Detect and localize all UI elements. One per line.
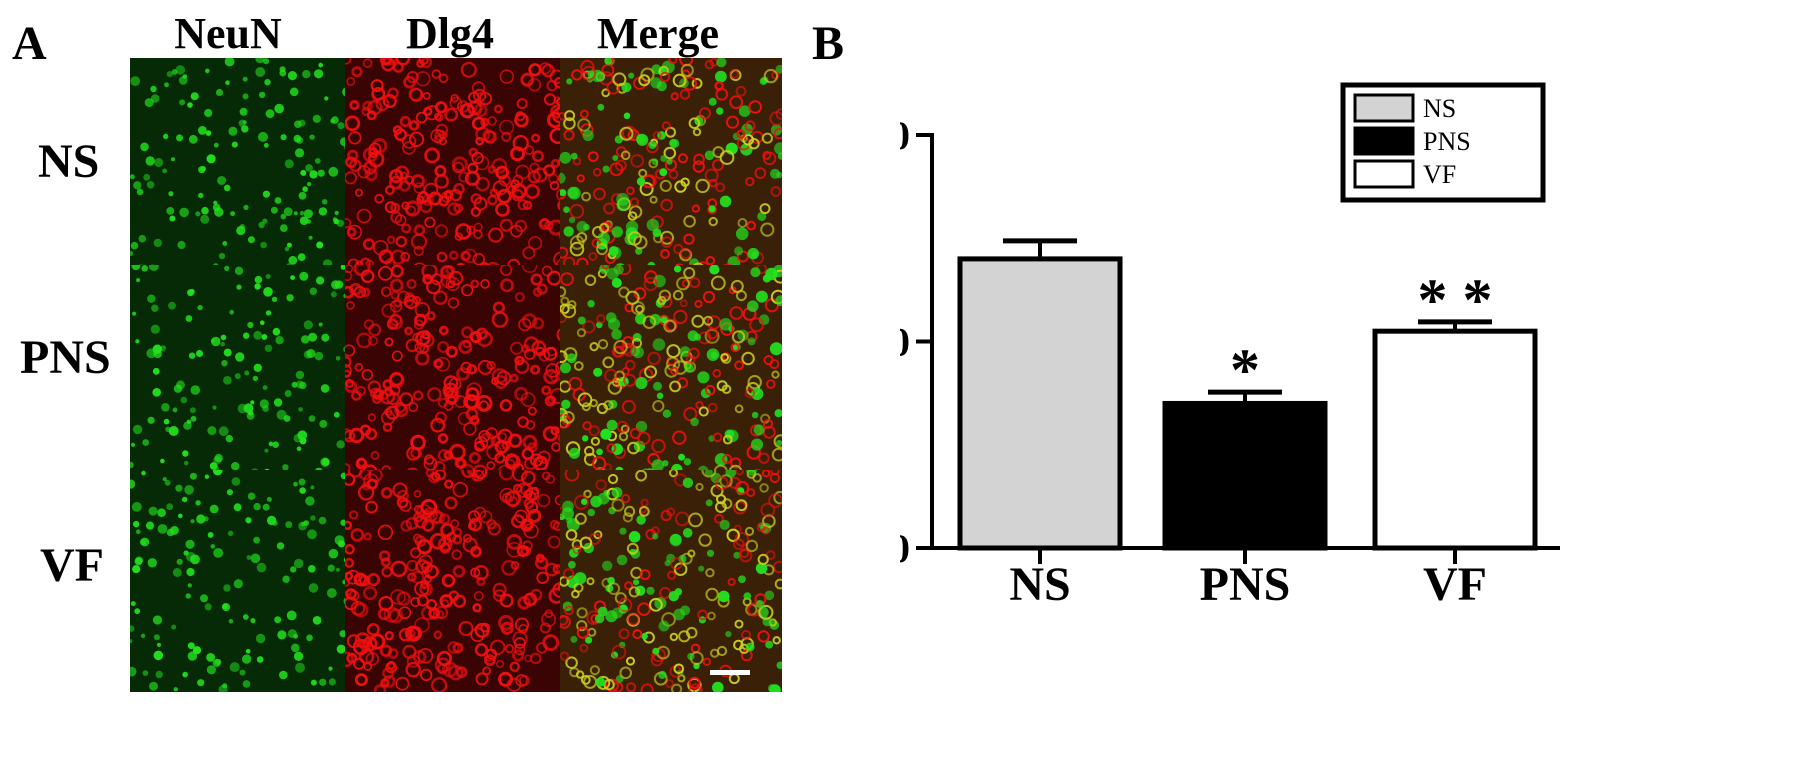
x-tick-label-vf: VF: [1423, 558, 1487, 611]
legend-swatch-pns: [1353, 126, 1415, 156]
bar-ns: [957, 256, 1123, 551]
row-header-pns: PNS: [20, 331, 111, 384]
legend-swatch-ns: [1353, 93, 1415, 123]
significance-pns: *: [1230, 337, 1260, 403]
micrograph-dlg4-pns: [345, 265, 567, 487]
micrograph-dlg4-vf: [345, 470, 567, 692]
x-tick-label-ns: NS: [1009, 558, 1070, 611]
micrograph-merge-ns: [560, 58, 782, 280]
column-header-merge: Merge: [596, 9, 720, 58]
column-header-neun: NeuN: [174, 9, 282, 58]
bar-pns: [1162, 400, 1328, 551]
panel-b-letter: B: [812, 17, 845, 70]
micrograph-neun-ns: [130, 58, 352, 280]
y-tick-label-0: 0: [900, 526, 910, 571]
x-tick-label-pns: PNS: [1200, 558, 1291, 611]
row-header-ns: NS: [38, 135, 100, 188]
micrograph-neun-vf: [130, 470, 352, 692]
panel-a-letter: A: [12, 17, 47, 70]
micrograph-merge-vf: [560, 470, 782, 692]
bar-vf: [1372, 328, 1538, 551]
micrograph-neun-pns: [130, 265, 352, 487]
scale-bar: [710, 670, 750, 675]
significance-vf: * *: [1418, 267, 1493, 333]
micrograph-merge-pns: [560, 265, 782, 487]
row-header-vf: VF: [40, 539, 104, 592]
y-tick-label-1: 40: [900, 320, 910, 365]
column-header-dlg4: Dlg4: [406, 9, 494, 58]
legend-label-pns: PNS: [1423, 127, 1471, 156]
legend-label-vf: VF: [1423, 160, 1456, 189]
y-tick-label-2: 80: [900, 113, 910, 158]
micrograph-dlg4-ns: [345, 58, 567, 280]
legend-swatch-vf: [1353, 159, 1415, 189]
legend-label-ns: NS: [1423, 94, 1456, 123]
